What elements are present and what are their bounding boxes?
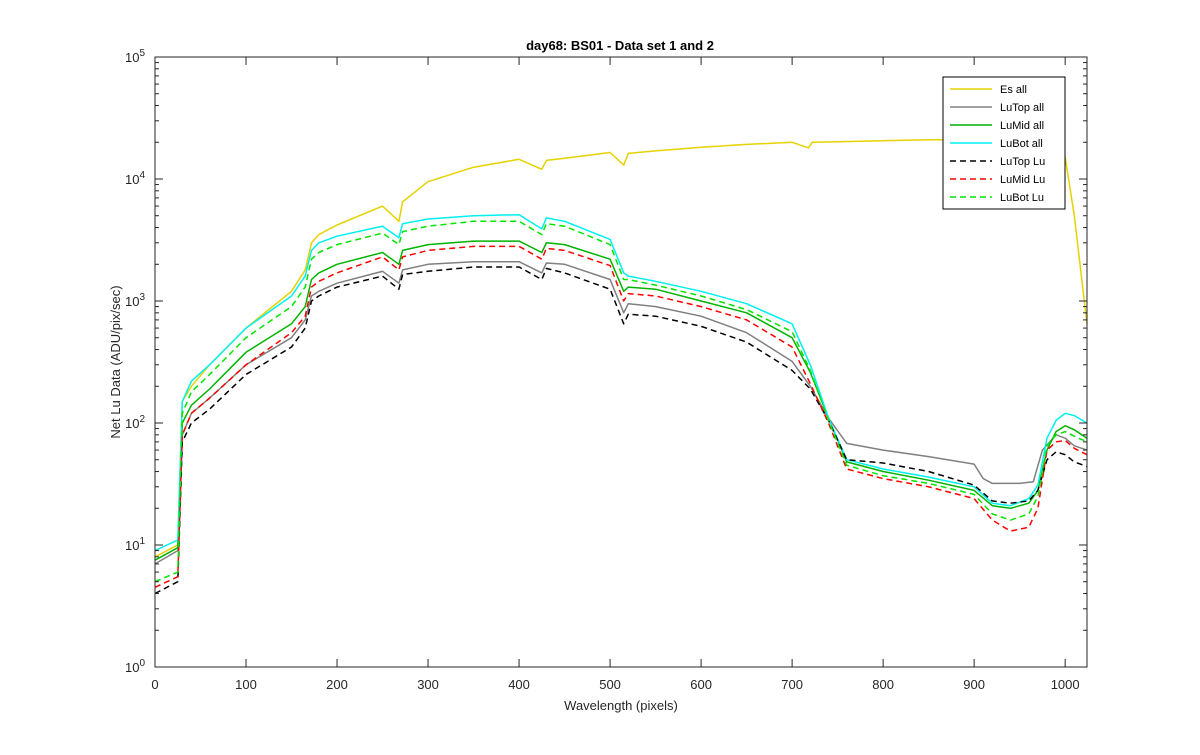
x-tick-label: 800 bbox=[872, 677, 894, 692]
series-line-5 bbox=[154, 245, 1088, 588]
legend-label-0: Es all bbox=[1000, 84, 1027, 96]
x-tick-label: 700 bbox=[781, 677, 803, 692]
x-tick-label: 600 bbox=[690, 677, 712, 692]
x-tick-label: 500 bbox=[599, 677, 621, 692]
x-tick-label: 900 bbox=[963, 677, 985, 692]
legend-label-4: LuTop Lu bbox=[1000, 156, 1045, 168]
legend-label-1: LuTop all bbox=[1000, 102, 1044, 114]
series-line-0 bbox=[154, 138, 1088, 558]
legend-items: Es all LuTop all LuMid all LuBot all LuTop L… bbox=[950, 84, 1045, 204]
legend-label-3: LuBot all bbox=[1000, 138, 1043, 150]
y-tick-label: 102 bbox=[125, 414, 145, 431]
y-axis-label: Net Lu Data (ADU/pix/sec) bbox=[108, 285, 123, 438]
series-layer bbox=[154, 138, 1088, 595]
ticks-layer: 0 100 200 300 400 500 600 700 800 900 1000 100 101 10… bbox=[125, 48, 1087, 692]
chart-title: day68: BS01 - Data set 1 and 2 bbox=[526, 38, 714, 53]
x-tick-label: 100 bbox=[235, 677, 257, 692]
y-tick-label: 100 bbox=[125, 658, 145, 675]
series-line-6 bbox=[154, 220, 1088, 583]
series-line-4 bbox=[154, 266, 1088, 595]
legend: Es all LuTop all LuMid all LuBot all LuTop L… bbox=[942, 76, 1066, 210]
series-line-3 bbox=[154, 213, 1088, 552]
legend-label-2: LuMid all bbox=[1000, 120, 1044, 132]
y-tick-label: 105 bbox=[125, 48, 145, 65]
x-tick-label: 300 bbox=[417, 677, 439, 692]
x-tick-label: 200 bbox=[326, 677, 348, 692]
y-tick-label: 103 bbox=[125, 292, 145, 309]
series-line-1 bbox=[154, 260, 1088, 565]
plot-frame bbox=[154, 56, 1088, 668]
x-tick-label: 0 bbox=[151, 677, 158, 692]
plot-area bbox=[155, 57, 1087, 667]
x-tick-label: 1000 bbox=[1051, 677, 1080, 692]
series-line-2 bbox=[154, 240, 1088, 561]
legend-label-5: LuMid Lu bbox=[1000, 174, 1045, 186]
y-tick-label: 101 bbox=[125, 536, 145, 553]
legend-label-6: LuBot Lu bbox=[1000, 192, 1044, 204]
x-axis-label: Wavelength (pixels) bbox=[564, 698, 678, 713]
y-tick-label: 104 bbox=[125, 170, 145, 187]
x-tick-label: 400 bbox=[508, 677, 530, 692]
